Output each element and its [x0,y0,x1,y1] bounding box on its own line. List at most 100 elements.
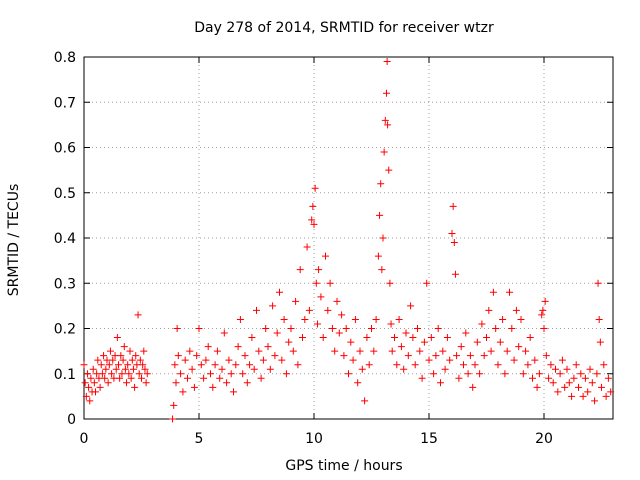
data-point [407,302,415,310]
data-point [294,361,302,369]
data-point [368,325,375,332]
data-point [485,306,493,314]
data-point [173,325,181,332]
data-point [243,379,251,387]
data-point [271,352,279,360]
data-point [186,347,194,355]
data-point [98,370,106,378]
data-point [554,388,562,396]
data-point [216,374,224,382]
data-point [432,352,440,360]
data-point [342,325,350,332]
data-point [423,279,431,287]
data-point [404,352,412,360]
grid [84,57,613,419]
data-point [363,334,371,342]
y-tick-label: 0.7 [54,95,76,111]
data-point [494,361,502,369]
data-point [402,329,410,337]
x-tick-label: 5 [195,431,204,447]
data-point [322,252,329,260]
data-point [443,334,451,342]
data-point [113,334,121,342]
data-point [188,365,196,373]
data-point [572,361,580,369]
data-point [379,234,387,242]
data-point [335,329,343,337]
y-tick-label: 0.5 [54,186,76,202]
data-point [326,279,334,287]
data-point [126,347,134,355]
data-point [213,347,221,355]
y-tick-label: 0.3 [54,276,76,292]
data-point [296,266,304,274]
data-point [430,370,438,378]
data-point [82,392,90,400]
data-point [309,202,317,210]
data-point [586,365,594,373]
data-point [480,352,488,360]
data-point [287,325,295,332]
data-point [87,374,95,382]
data-point [92,388,99,396]
data-point [313,320,321,328]
data-point [220,329,228,337]
data-point [381,116,389,124]
data-point [230,388,237,396]
data-point [134,311,142,319]
data-point [575,383,582,391]
data-point [83,370,91,378]
data-point [289,347,297,355]
data-point [331,347,339,355]
data-point [311,184,319,192]
data-point [515,343,523,351]
data-point [556,370,564,378]
data-point [457,343,465,351]
data-point [125,370,133,378]
data-point [170,401,178,409]
data-point [90,379,98,387]
data-point [565,379,573,387]
data-point [356,347,364,355]
data-point [184,374,191,382]
data-point [115,361,122,369]
data-point [570,374,578,382]
x-tick-label: 0 [80,431,89,447]
data-point [448,229,456,237]
data-point [416,347,424,355]
data-point [101,374,109,382]
data-point [177,370,185,378]
data-point [593,370,601,378]
data-point [607,388,615,396]
data-point [312,279,320,287]
data-point [211,361,219,369]
data-point [377,180,385,188]
data-point [478,320,486,328]
data-point [383,58,391,66]
data-point [310,220,318,228]
data-point [255,347,263,355]
data-point [588,379,596,387]
y-axis-title: SRMTID / TECUs [6,184,22,297]
data-point [455,374,463,382]
axis-ticks: 0 0.1 0.2 0.3 0.4 0.5 0.6 0.7 0.8 0 5 10 15 20 [54,50,613,447]
data-point [510,356,518,364]
data-point [234,343,242,351]
data-point [338,311,346,319]
data-point [434,325,442,332]
data-point [317,293,325,301]
data-point [531,356,539,364]
data-point [397,343,405,351]
data-point [414,325,421,332]
data-point [96,383,104,391]
data-point [545,374,553,382]
data-point [391,334,398,342]
data-point [104,379,112,387]
data-point [262,325,270,332]
data-point [171,361,179,369]
data-point [552,365,559,373]
data-point [453,352,461,360]
data-point [420,338,428,346]
data-point [278,356,286,364]
